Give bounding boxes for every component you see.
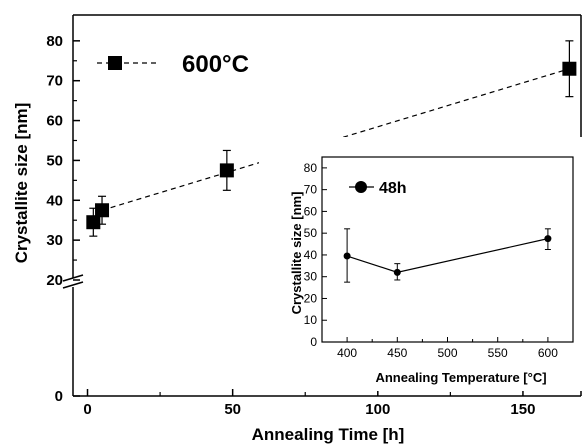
- inset-x-tick-label: 450: [387, 346, 407, 360]
- main-x-tick-label: 150: [510, 401, 535, 418]
- main-x-tick-label: 0: [83, 401, 91, 418]
- inset-x-tick-label: 600: [538, 346, 558, 360]
- main-data-point: [219, 163, 234, 178]
- main-y-ticks: 0 20 30 40 50 60 70 80: [46, 33, 80, 405]
- inset-series: [343, 228, 552, 283]
- inset-data-point: [343, 252, 351, 260]
- main-y-tick-label: 40: [46, 192, 63, 209]
- inset-y-tick-label: 0: [310, 335, 317, 349]
- inset-x-tick-label: 500: [437, 346, 457, 360]
- inset-y-ticks: 0 10 20 30 40 50 60 70 80: [304, 161, 327, 349]
- main-y-tick-label: 20: [46, 272, 63, 289]
- main-x-ticks: 0 50 100 150: [83, 389, 535, 418]
- main-y-tick-label: 60: [46, 113, 63, 130]
- inset-background: [259, 137, 588, 391]
- inset-y-tick-label: 10: [304, 313, 318, 327]
- legend-marker-600: [108, 56, 122, 70]
- inset-y-tick-label: 20: [304, 291, 318, 305]
- inset-y-tick-label: 80: [304, 161, 318, 175]
- inset-y-tick-label: 70: [304, 183, 318, 197]
- inset-data-point: [544, 235, 552, 243]
- main-y-tick-label: 70: [46, 73, 63, 90]
- main-y-tick-label: 80: [46, 33, 63, 50]
- inset-x-tick-label: 550: [488, 346, 508, 360]
- main-y-tick-label: 50: [46, 152, 63, 169]
- main-series: [86, 40, 577, 237]
- inset-y-tick-label: 60: [304, 204, 318, 218]
- main-data-point: [86, 215, 101, 230]
- main-data-point: [562, 61, 577, 76]
- inset-legend-label-48h: 48h: [379, 180, 407, 197]
- inset-y-tick-label: 30: [304, 270, 318, 284]
- main-y-tick-label: 0: [55, 388, 63, 405]
- inset-x-axis-title: Annealing Temperature [°C]: [375, 370, 546, 385]
- inset-data-point: [393, 268, 401, 276]
- inset-x-tick-label: 400: [337, 346, 357, 360]
- axis-break-mark-lower: [62, 281, 84, 289]
- main-x-axis-title: Annealing Time [h]: [252, 425, 405, 444]
- main-y-axis-title: Crystallite size [nm]: [12, 103, 31, 264]
- main-legend: 600°C: [97, 51, 249, 78]
- inset-x-ticks: 400 450 500 550 600: [337, 337, 558, 360]
- inset-legend-marker-48h: [355, 181, 367, 193]
- axis-break-mark-upper: [62, 274, 84, 282]
- main-x-tick-label: 50: [224, 401, 241, 418]
- main-data-point: [95, 203, 110, 218]
- inset-y-tick-label: 40: [304, 248, 318, 262]
- inset-chart: 400 450 500 550 600 0 10 20 30 40 50 60 70 80 48h An…: [259, 137, 588, 391]
- inset-y-tick-label: 50: [304, 226, 318, 240]
- legend-label-600: 600°C: [182, 51, 249, 78]
- inset-legend: 48h: [349, 180, 407, 197]
- axis-break-gap: [64, 278, 82, 287]
- main-y-tick-label: 30: [46, 232, 63, 249]
- main-x-tick-label: 100: [365, 401, 390, 418]
- inset-y-axis-title: Crystallite size [nm]: [289, 192, 304, 315]
